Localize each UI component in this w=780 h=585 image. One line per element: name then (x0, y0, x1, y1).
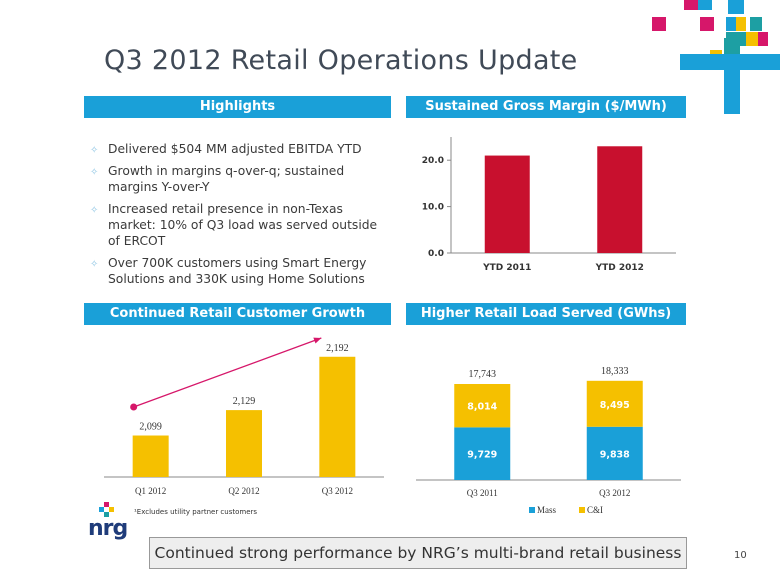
x-tick-label: Q3 2012 (322, 486, 353, 496)
margin-header: Sustained Gross Margin ($/MWh) (406, 96, 686, 118)
footnote-marker: 1 (258, 331, 264, 340)
page-title: Q3 2012 Retail Operations Update (104, 45, 578, 76)
list-item: ✧ Over 700K customers using Smart Energy … (90, 255, 390, 287)
bullet-text: Growth in margins q-over-q; sustained ma… (108, 164, 345, 194)
customers-header: Continued Retail Customer Growth (000s)1 (84, 303, 391, 347)
legend-swatch (579, 507, 585, 513)
list-item: ✧ Delivered $504 MM adjusted EBITDA YTD (90, 141, 390, 157)
list-item: ✧ Increased retail presence in non-Texas … (90, 201, 390, 249)
stacked-bar-segment (586, 426, 643, 480)
bar (484, 155, 530, 253)
total-label: 17,743 (469, 369, 497, 380)
y-tick-label: 10.0 (422, 203, 444, 213)
logo-wordmark: nrg (88, 516, 128, 541)
gross-margin-chart: 20.0 10.0 0.0 YTD 2011 YTD 2012 (422, 137, 676, 273)
brand-mosaic (652, 0, 780, 120)
y-tick-label: 0.0 (428, 249, 444, 259)
stacked-bar-segment (454, 427, 511, 480)
bar (226, 410, 262, 477)
trend-arrowhead (313, 337, 322, 344)
legend-label: Mass (537, 505, 556, 515)
segment-label: 9,838 (600, 449, 630, 460)
customers-header-label: Continued Retail Customer Growth (000s) (109, 306, 366, 348)
x-tick-label: YTD 2011 (482, 263, 531, 273)
x-tick-label: Q2 2012 (228, 486, 259, 496)
list-item: ✧ Growth in margins q-over-q; sustained m… (90, 163, 390, 195)
diamond-bullet-icon: ✧ (90, 145, 99, 156)
nrg-logo: nrg (88, 500, 128, 548)
x-tick-label: Q3 2012 (599, 488, 630, 498)
segment-label: 8,495 (600, 400, 630, 411)
data-label: 2,192 (326, 343, 349, 354)
bullet-text: Delivered $504 MM adjusted EBITDA YTD (108, 142, 362, 156)
segment-label: 9,729 (467, 450, 497, 461)
data-label: 2,129 (233, 396, 256, 407)
legend-label: C&I (587, 505, 603, 515)
bar (132, 435, 169, 477)
trend-arrow (133, 337, 322, 408)
stacked-bar-segment (586, 380, 643, 427)
bullet-text: Over 700K customers using Smart Energy S… (108, 256, 367, 286)
total-label: 18,333 (601, 366, 629, 377)
bullet-text: Increased retail presence in non-Texas m… (108, 202, 378, 248)
x-tick-label: YTD 2012 (595, 263, 644, 273)
diamond-bullet-icon: ✧ (90, 167, 99, 178)
footnote: ¹Excludes utility partner customers (134, 508, 258, 516)
footer-callout: Continued strong performance by NRG’s mu… (149, 537, 687, 569)
x-tick-label: Q1 2012 (135, 486, 166, 496)
load-header: Higher Retail Load Served (GWhs) (406, 303, 686, 325)
highlights-list: ✧ Delivered $504 MM adjusted EBITDA YTD ✧… (90, 141, 390, 293)
stacked-bar-segment (454, 384, 511, 428)
segment-label: 8,014 (467, 402, 497, 413)
bar (597, 146, 643, 253)
retail-load-chart: 9,729 8,014 17,743 Q3 2011 9,838 8,495 18,333 Q… (416, 366, 681, 515)
data-label: 2,099 (139, 422, 162, 433)
customer-growth-chart: 2,099 Q1 2012 2,129 Q2 2012 2,192 Q3 2012 (104, 337, 384, 496)
page-number: 10 (734, 550, 747, 561)
bar (319, 356, 356, 477)
diamond-bullet-icon: ✧ (90, 205, 99, 216)
diamond-bullet-icon: ✧ (90, 259, 99, 270)
highlights-header: Highlights (84, 96, 391, 118)
y-tick-label: 20.0 (422, 156, 444, 166)
legend-swatch (529, 507, 535, 513)
x-tick-label: Q3 2011 (467, 488, 498, 498)
